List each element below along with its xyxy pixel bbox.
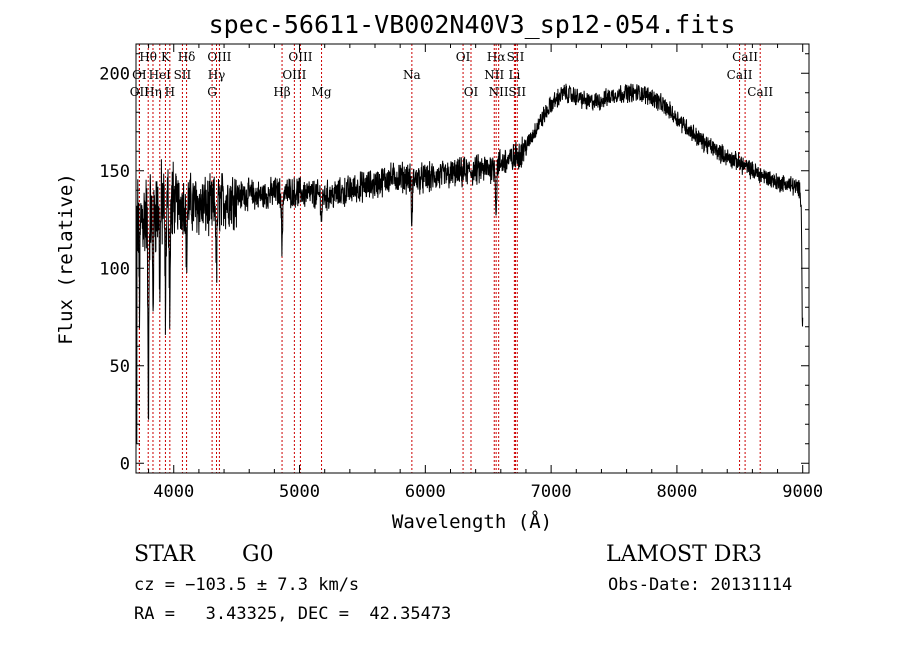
line-marker-label: G	[207, 85, 217, 99]
line-marker-label: HeI	[149, 68, 172, 82]
object-class: STAR	[134, 542, 196, 567]
line-marker-label: CaII	[747, 85, 773, 99]
x-tick-label: 9000	[782, 482, 823, 502]
x-tick-label: 6000	[405, 482, 446, 502]
line-marker-label: OI	[464, 85, 479, 99]
line-marker-label: CaII	[727, 68, 753, 82]
coordinates: RA = 3.43325, DEC = 42.35473	[134, 604, 451, 624]
line-marker-label: OIII	[207, 50, 231, 64]
line-marker-label: SII	[508, 85, 526, 99]
x-tick-label: 8000	[656, 482, 697, 502]
line-marker-label: Li	[508, 68, 520, 82]
line-marker-label: OI	[456, 50, 471, 64]
line-marker-label: Hβ	[273, 85, 290, 99]
line-marker-label: OI	[132, 68, 147, 82]
observation-date: Obs-Date: 20131114	[608, 575, 792, 595]
x-tick-label: 4000	[153, 482, 194, 502]
y-axis-label: Flux (relative)	[55, 173, 77, 345]
line-marker-label: SII	[507, 50, 525, 64]
line-marker-label: Hδ	[178, 50, 196, 64]
line-marker-label: H	[165, 85, 175, 99]
line-marker-label: SII	[174, 68, 192, 82]
line-marker-label: Mg	[312, 85, 332, 99]
line-marker-label: NII	[484, 68, 504, 82]
survey-name: LAMOST DR3	[606, 542, 762, 567]
x-axis-label: Wavelength (Å)	[392, 510, 552, 533]
line-marker-label: K	[161, 50, 171, 64]
axis-ticks: 4000 5000 6000 7000 8000 9000 0 50 100 150 200	[99, 44, 823, 502]
line-marker-label: OII	[130, 85, 150, 99]
line-marker-label: OIII	[282, 68, 306, 82]
y-tick-label: 50	[110, 357, 130, 377]
redshift-velocity: cz = −103.5 ± 7.3 km/s	[134, 575, 359, 595]
line-marker-label: Na	[403, 68, 421, 82]
y-tick-label: 200	[99, 64, 130, 84]
line-marker-label: Hγ	[208, 68, 226, 82]
x-tick-label: 5000	[279, 482, 320, 502]
object-subclass: G0	[242, 542, 274, 567]
y-tick-label: 0	[120, 454, 130, 474]
line-marker-label: Hα	[487, 50, 506, 64]
line-marker-label: NII	[489, 85, 509, 99]
plot-frame	[135, 43, 810, 474]
chart-title: spec-56611-VB002N40V3_sp12-054.fits	[209, 10, 736, 39]
x-tick-label: 7000	[531, 482, 572, 502]
line-marker-label: Hη	[144, 85, 162, 99]
y-tick-label: 100	[99, 259, 130, 279]
y-tick-label: 150	[99, 162, 130, 182]
line-marker-label: OIII	[288, 50, 312, 64]
line-marker-label: Hθ	[139, 50, 157, 64]
line-marker-label: CaII	[732, 50, 758, 64]
flux-series-line	[135, 83, 804, 444]
